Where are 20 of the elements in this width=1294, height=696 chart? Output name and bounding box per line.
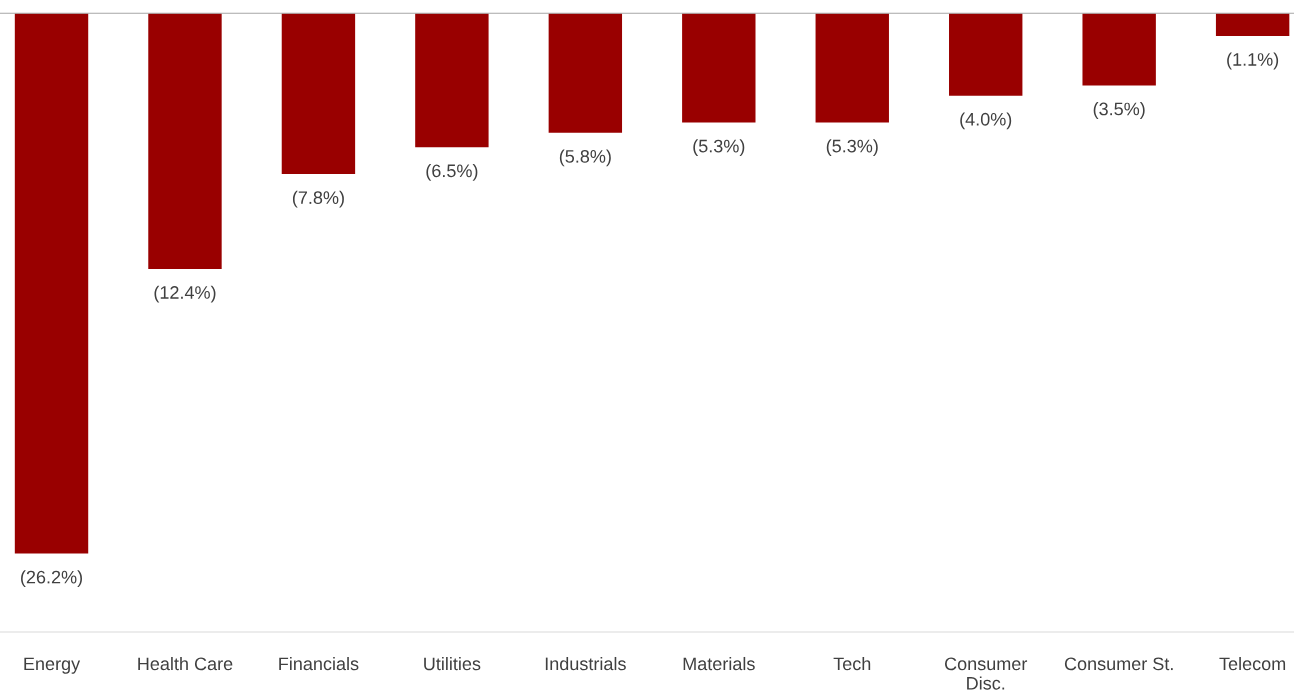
data-label: (5.3%) [693,139,745,157]
x-tick-label: Utilities [424,656,481,671]
x-tick-label: Energy [24,657,81,674]
x-tick-label: Telecom [1219,656,1286,671]
x-tick-label: Consumer St. [1064,657,1173,671]
x-tick-label: Industrials [545,656,626,671]
data-label: (6.5%) [426,163,478,181]
x-tick-label: Health Care [138,656,233,671]
data-label: (3.5%) [1093,102,1145,119]
data-label: (5.8%) [559,149,611,167]
x-tick-label: Tech [833,656,871,671]
x-tick-label: Consumer Disc. [944,657,1028,690]
data-label: (7.8%) [292,190,344,208]
data-label: (4.0%) [960,112,1012,130]
data-label: (1.1%) [1227,52,1279,70]
data-label: (26.2%) [21,570,83,588]
x-tick-label: Financials [279,656,359,671]
data-label: (12.4%) [154,285,216,303]
x-tick-label: Materials [683,656,755,671]
data-label: (5.3%) [826,139,878,157]
